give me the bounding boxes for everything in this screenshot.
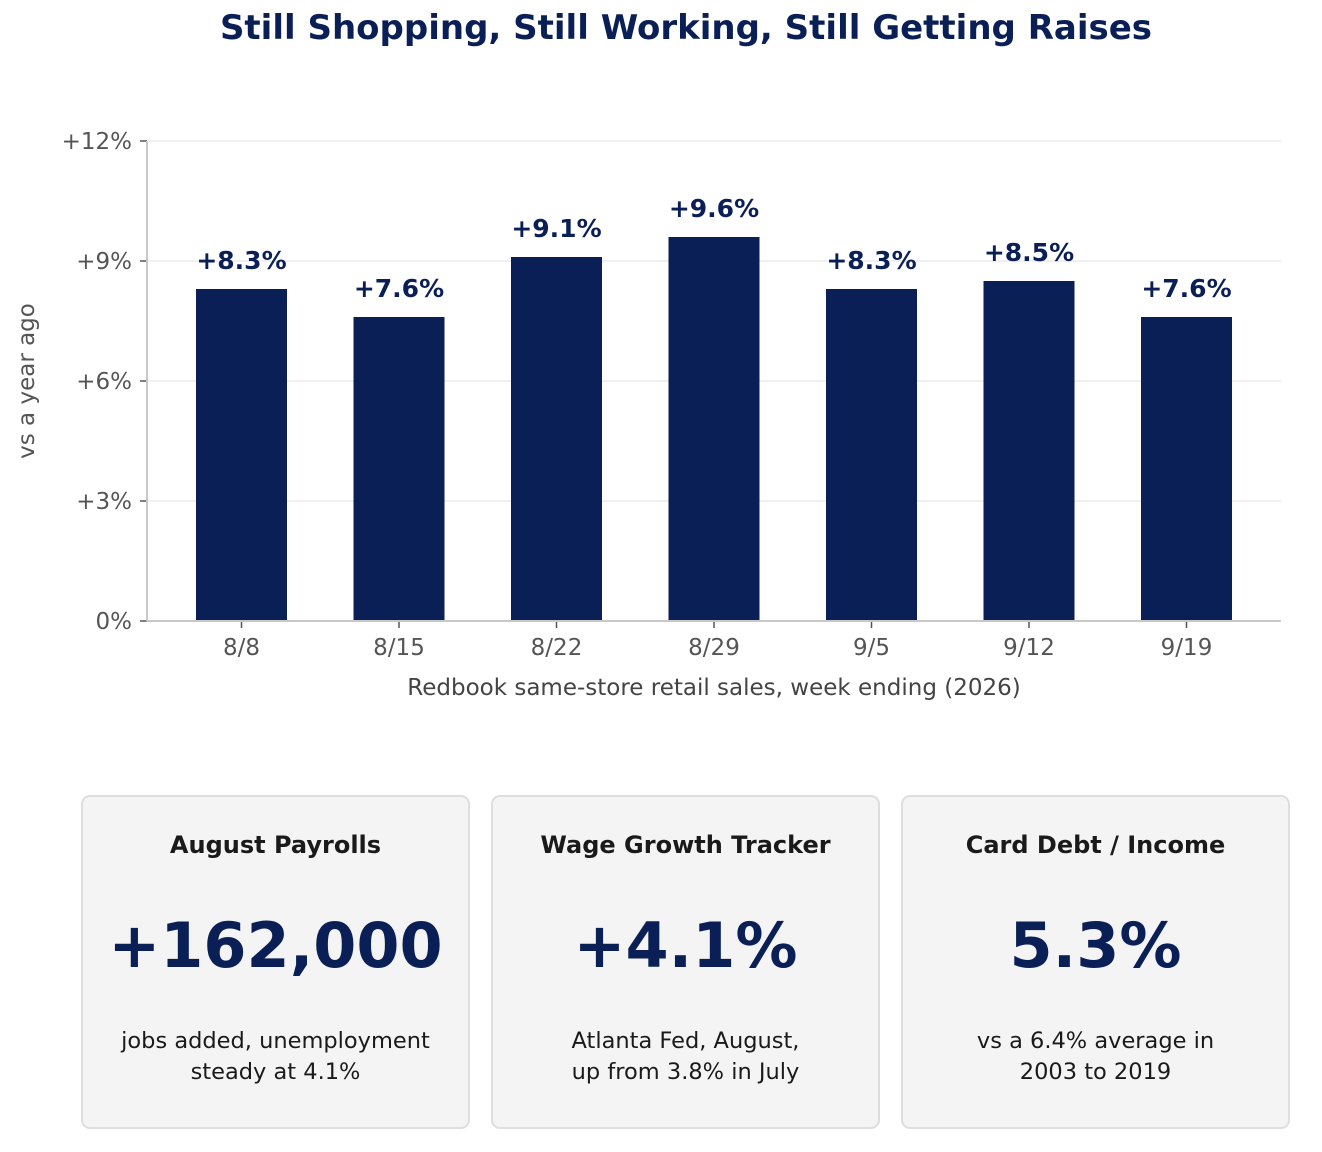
x-tick-label: 8/8 [223,635,260,661]
x-axis-label: Redbook same-store retail sales, week en… [407,675,1020,701]
x-tick-label: 8/15 [373,635,425,661]
bar [196,289,287,621]
card-value: +4.1% [573,909,798,982]
bar [826,289,917,621]
bar [983,281,1075,621]
bars [196,237,1232,621]
bar [353,317,445,621]
bar-data-label: +9.1% [511,214,601,243]
bar [668,237,760,621]
y-tick-label: 0% [96,609,133,635]
bar [511,257,602,621]
card-title: Wage Growth Tracker [540,831,831,859]
y-tick-label: +6% [76,369,132,395]
card-note: jobs added, unemployment steady at 4.1% [121,1028,430,1085]
bar [1141,317,1232,621]
y-axis-label: vs a year ago [14,303,40,459]
stat-card-card-debt: Card Debt / Income 5.3% vs a 6.4% averag… [901,795,1290,1129]
x-tick-label: 9/5 [853,635,890,661]
x-tick-label: 9/12 [1003,635,1055,661]
bar-data-label: +8.5% [984,238,1074,267]
bar-chart: +8.3% +7.6% +9.1% +9.6% +8.3% +8.5% +7.6% 0% +3… [14,129,1281,701]
card-title: August Payrolls [169,831,382,859]
bar-data-label: +8.3% [196,246,286,275]
y-tick-label: +9% [76,249,132,275]
card-value: 5.3% [1009,909,1182,982]
bar-data-label: +8.3% [826,246,916,275]
axes: 0% +3% +6% +9% +12% 8/8 8/15 8/22 8/29 9/5 9/12 9/1… [62,129,1281,661]
bar-data-label: +9.6% [669,194,759,223]
card-note: vs a 6.4% average in 2003 to 2019 [976,1028,1215,1085]
bar-labels: +8.3% +7.6% +9.1% +9.6% +8.3% +8.5% +7.6% [196,194,1231,303]
card-value: +162,000 [108,909,443,982]
stat-card-payrolls: August Payrolls +162,000 jobs added, une… [81,795,470,1129]
card-title: Card Debt / Income [965,831,1226,859]
card-note: Atlanta Fed, August, up from 3.8% in Jul… [571,1028,800,1085]
x-tick-label: 9/19 [1161,635,1213,661]
x-tick-label: 8/22 [531,635,583,661]
bar-data-label: +7.6% [1141,274,1231,303]
y-tick-label: +12% [62,129,132,155]
y-tick-label: +3% [76,489,132,515]
x-tick-label: 8/29 [688,635,740,661]
chart-title: Still Shopping, Still Working, Still Get… [219,8,1153,48]
bar-data-label: +7.6% [354,274,444,303]
stat-card-wage-growth: Wage Growth Tracker +4.1% Atlanta Fed, A… [491,795,880,1129]
